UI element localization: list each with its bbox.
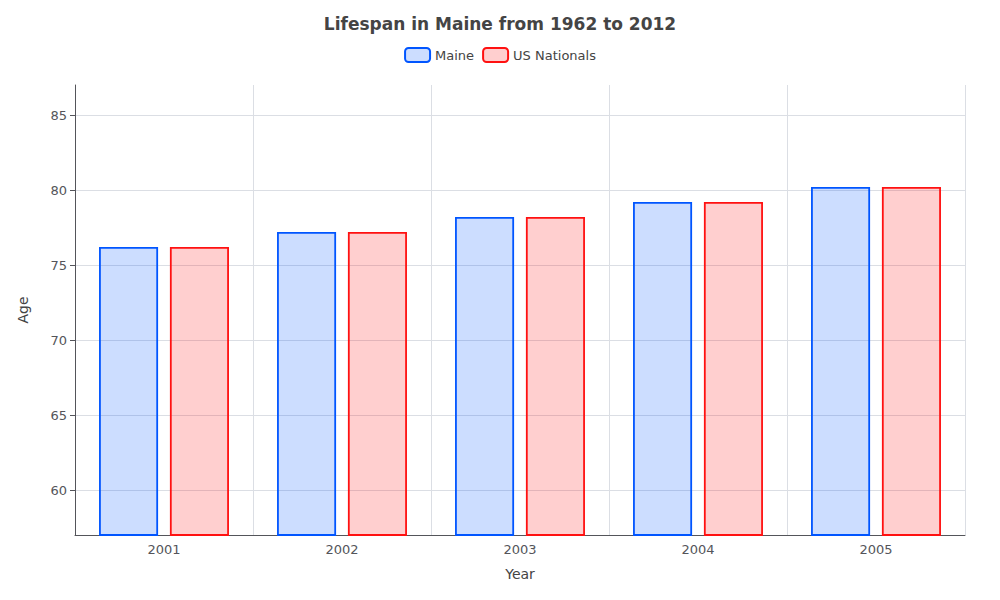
- svg-text:Lifespan in Maine from 1962 to: Lifespan in Maine from 1962 to 2012: [324, 14, 676, 34]
- svg-text:80: 80: [50, 183, 67, 198]
- svg-text:2002: 2002: [325, 542, 358, 557]
- svg-text:60: 60: [50, 483, 67, 498]
- svg-text:Age: Age: [15, 296, 31, 323]
- svg-text:US Nationals: US Nationals: [513, 48, 596, 63]
- svg-text:Year: Year: [504, 566, 535, 582]
- svg-text:85: 85: [50, 108, 67, 123]
- svg-text:2003: 2003: [503, 542, 536, 557]
- svg-text:65: 65: [50, 408, 67, 423]
- svg-text:Maine: Maine: [435, 48, 474, 63]
- svg-text:2001: 2001: [147, 542, 180, 557]
- svg-text:2004: 2004: [681, 542, 714, 557]
- svg-text:2005: 2005: [859, 542, 892, 557]
- svg-text:75: 75: [50, 258, 67, 273]
- svg-text:70: 70: [50, 333, 67, 348]
